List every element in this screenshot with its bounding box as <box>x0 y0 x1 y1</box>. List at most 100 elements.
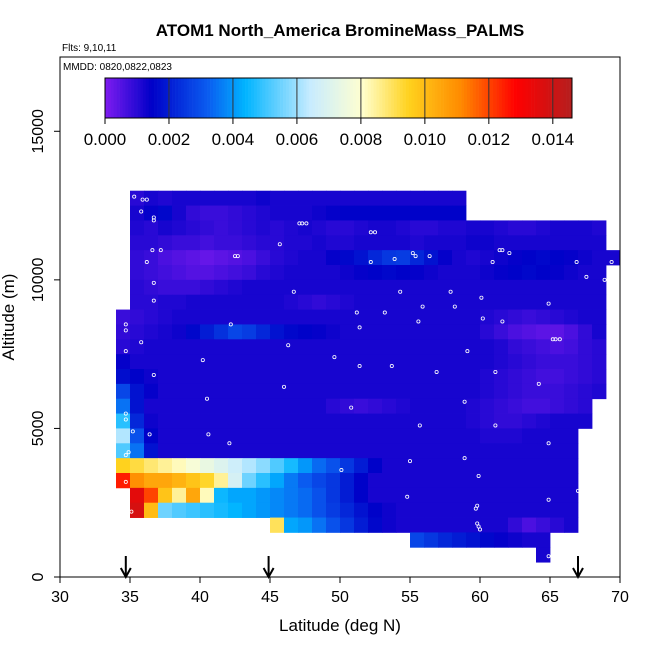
heatmap-cell <box>396 220 411 236</box>
heatmap-cell <box>438 398 453 414</box>
heatmap-cell <box>368 443 383 459</box>
colorbar-swatch <box>335 78 339 118</box>
data-point <box>200 358 205 363</box>
heatmap-cell <box>438 250 453 266</box>
heatmap-cell <box>326 279 341 296</box>
heatmap-cell <box>326 487 341 504</box>
heatmap-cell <box>508 443 523 459</box>
heatmap-cell <box>144 458 159 474</box>
heatmap-cell <box>172 279 187 296</box>
heatmap-cell <box>284 339 299 355</box>
colorbar-swatch <box>501 78 506 118</box>
data-point <box>123 417 128 422</box>
heatmap-cell <box>536 547 551 563</box>
heatmap-cell <box>298 502 313 518</box>
colorbar-swatch <box>137 78 141 118</box>
heatmap-cell <box>200 369 215 385</box>
heatmap-cell <box>242 324 257 340</box>
colorbar-swatch <box>198 78 202 118</box>
heatmap-cell <box>452 443 467 459</box>
heatmap-cell <box>158 205 173 221</box>
heatmap-cell <box>522 413 537 429</box>
heatmap-cell <box>186 487 201 504</box>
heatmap-cell <box>312 473 327 489</box>
colorbar-swatch <box>341 78 345 118</box>
heatmap-cell <box>326 220 341 236</box>
heatmap-cell <box>578 324 593 340</box>
heatmap-cell <box>312 487 327 504</box>
data-point <box>557 337 562 342</box>
heatmap-cell <box>494 250 509 266</box>
heatmap-cell <box>564 354 579 370</box>
colorbar-tick-label: 0.002 <box>148 130 191 149</box>
heatmap-cell <box>214 250 229 266</box>
colorbar-swatch <box>122 78 126 118</box>
colorbar-swatch <box>239 78 243 118</box>
data-point <box>281 384 286 389</box>
colorbar-tick-label: 0.014 <box>532 130 575 149</box>
heatmap-cell <box>396 190 411 206</box>
colorbar-swatch <box>207 78 211 118</box>
heatmap-cell <box>340 324 355 340</box>
colorbar-swatch <box>478 78 482 118</box>
data-point <box>151 372 156 377</box>
heatmap-cell <box>214 502 229 518</box>
colorbar-swatch <box>516 78 520 118</box>
heatmap-cell <box>116 398 131 414</box>
heatmap-cell <box>508 487 523 504</box>
heatmap-cell <box>424 324 439 340</box>
heatmap-cell <box>382 190 397 206</box>
heatmap-cell <box>158 235 173 251</box>
x-tick-label: 65 <box>541 589 559 606</box>
heatmap-cell <box>452 324 467 340</box>
heatmap-cell <box>214 220 229 236</box>
heatmap-cell <box>368 205 383 221</box>
data-point <box>389 364 394 369</box>
colorbar-swatch <box>128 78 132 118</box>
heatmap-cell <box>326 443 341 459</box>
colorbar-swatch <box>113 78 117 118</box>
heatmap-cell <box>410 279 425 296</box>
heatmap-cell <box>214 294 229 310</box>
heatmap-cell <box>396 354 411 370</box>
heatmap-cell <box>466 324 481 340</box>
heatmap-cell <box>144 235 159 251</box>
heatmap-cell <box>340 428 355 444</box>
heatmap-cell <box>326 413 341 429</box>
heatmap-cell <box>368 517 383 533</box>
heatmap-cell <box>270 369 285 385</box>
heatmap-cell <box>144 250 159 266</box>
heatmap-cell <box>298 369 313 385</box>
heatmap-cell <box>382 502 397 518</box>
heatmap-cell <box>410 205 425 221</box>
heatmap-cell <box>438 517 453 533</box>
heatmap-cell <box>508 473 523 489</box>
heatmap-cell <box>480 398 495 414</box>
heatmap-cell <box>270 473 285 489</box>
heatmap-cell <box>228 413 243 429</box>
heatmap-cell <box>186 383 201 400</box>
heatmap-cell <box>340 473 355 489</box>
heatmap-cell <box>550 265 565 281</box>
heatmap-cell <box>410 532 425 548</box>
heatmap-cell <box>326 250 341 266</box>
heatmap-cell <box>522 517 537 533</box>
heatmap-cell <box>228 265 243 281</box>
heatmap-cell <box>284 502 299 518</box>
heatmap-cell <box>522 250 537 266</box>
heatmap-cell <box>368 324 383 340</box>
heatmap-cell <box>410 324 425 340</box>
heatmap-cell <box>200 443 215 459</box>
heatmap-cell <box>186 354 201 370</box>
heatmap-cell <box>256 383 271 400</box>
heatmap-cell <box>270 324 285 340</box>
heatmap-cell <box>158 354 173 370</box>
colorbar-tick-label: 0.008 <box>340 130 383 149</box>
heatmap-cell <box>494 369 509 385</box>
heatmap-cell <box>452 205 467 221</box>
colorbar-swatch <box>452 78 456 118</box>
heatmap-cell <box>270 428 285 444</box>
heatmap-cell <box>228 279 243 296</box>
colorbar-swatch <box>265 78 269 118</box>
heatmap-cell <box>116 473 131 489</box>
